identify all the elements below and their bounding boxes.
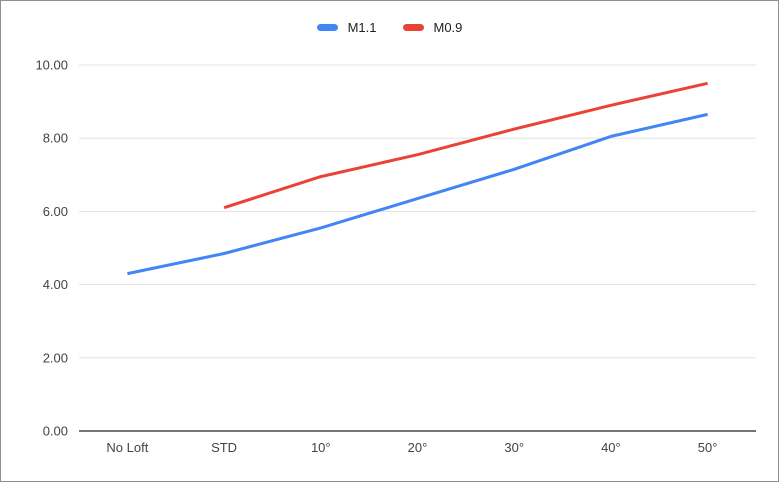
x-tick-label: 30° [504,440,524,455]
series-line-M0.9 [223,81,708,210]
x-tick-label: No Loft [106,440,148,455]
x-tick-label: 40° [601,440,621,455]
y-tick-label: 6.00 [43,204,68,219]
x-tick-label: 20° [408,440,428,455]
x-tick-label: 10° [311,440,331,455]
series-line-M1.1 [127,112,708,276]
y-tick-label: 8.00 [43,131,68,146]
x-tick-label: STD [211,440,237,455]
x-tick-label: 50° [698,440,718,455]
y-tick-label: 2.00 [43,350,68,365]
y-tick-label: 0.00 [43,424,68,439]
y-tick-label: 4.00 [43,277,68,292]
y-tick-label: 10.00 [35,58,68,73]
